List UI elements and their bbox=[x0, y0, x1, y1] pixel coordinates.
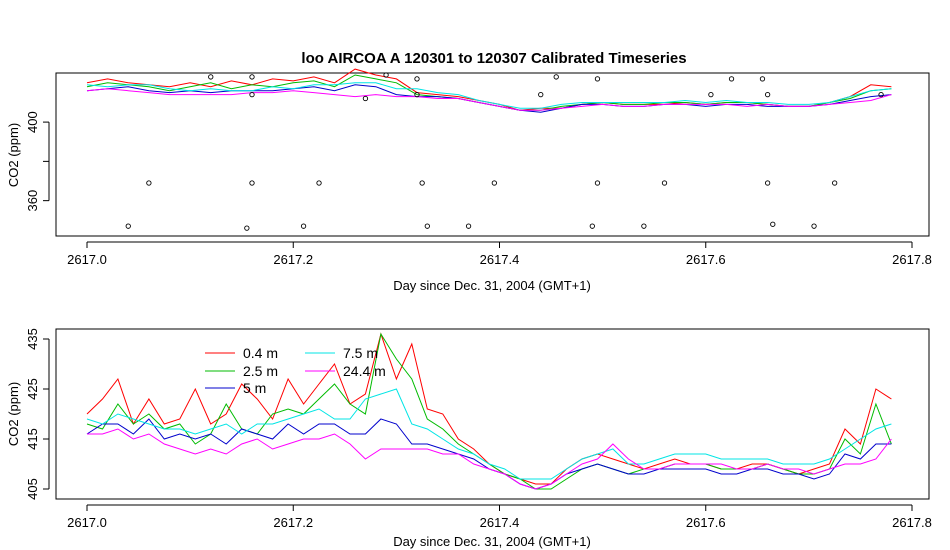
bottom-chart-y-axis: 405 415 425 435 bbox=[25, 328, 50, 500]
bottom-chart-y-tick-label: 425 bbox=[25, 378, 40, 400]
top-chart-point bbox=[249, 74, 255, 80]
top-chart-point bbox=[553, 74, 559, 80]
bottom-chart-legend: 0.4 m 2.5 m5 m 7.5 m 24.4 m bbox=[205, 345, 386, 396]
bottom-chart-x-tick-label: 2617.4 bbox=[480, 515, 520, 530]
top-chart-point bbox=[125, 223, 131, 229]
bottom-chart-plot-frame bbox=[55, 328, 930, 500]
bottom-chart-series-line-1 bbox=[86, 332, 892, 490]
legend-label: 0.4 m bbox=[243, 345, 278, 361]
top-chart-point bbox=[146, 180, 152, 186]
top-chart-y-tick-label: 360 bbox=[25, 190, 40, 212]
bottom-chart-series-line-3 bbox=[86, 388, 892, 480]
bottom-chart: 2617.0 2617.2 2617.4 2617.6 2617.8 405 415 425… bbox=[6, 328, 932, 549]
bottom-chart-y-tick-label: 415 bbox=[25, 428, 40, 450]
bottom-chart-x-tick-label: 2617.8 bbox=[892, 515, 932, 530]
top-chart-y-tick-label: 400 bbox=[25, 111, 40, 133]
top-chart-point bbox=[764, 180, 771, 186]
top-chart-series-line-4 bbox=[86, 88, 892, 111]
top-chart-point bbox=[538, 91, 544, 98]
top-chart: loo AIRCOA A 120301 to 120307 Calibrated… bbox=[6, 50, 932, 293]
legend-label: 2.5 m bbox=[243, 363, 278, 379]
top-chart-point bbox=[362, 95, 369, 102]
bottom-chart-series bbox=[86, 332, 892, 490]
legend-label: 5 m bbox=[243, 380, 266, 396]
top-chart-point bbox=[764, 91, 771, 98]
top-chart-series bbox=[86, 68, 892, 231]
top-chart-series-line-3 bbox=[86, 82, 892, 109]
top-chart-point bbox=[770, 221, 776, 227]
top-chart-x-tick-label: 2617.6 bbox=[686, 252, 726, 267]
top-chart-point bbox=[878, 91, 884, 98]
top-chart-point bbox=[832, 180, 838, 186]
bottom-chart-x-tick-label: 2617.2 bbox=[273, 515, 313, 530]
bottom-chart-series-line-4 bbox=[87, 428, 892, 490]
top-chart-point bbox=[728, 76, 735, 82]
bottom-chart-x-axis-label: Day since Dec. 31, 2004 (GMT+1) bbox=[393, 534, 591, 549]
top-chart-x-tick-label: 2617.0 bbox=[67, 252, 107, 267]
top-chart-point bbox=[708, 91, 714, 98]
top-chart-point bbox=[661, 180, 668, 186]
bottom-chart-x-tick-label: 2617.0 bbox=[67, 515, 107, 530]
top-chart-title: loo AIRCOA A 120301 to 120307 Calibrated… bbox=[301, 50, 686, 67]
top-chart-point bbox=[641, 223, 647, 229]
bottom-chart-x-tick-label: 2617.6 bbox=[686, 515, 726, 530]
bottom-chart-x-axis: 2617.0 2617.2 2617.4 2617.6 2617.8 bbox=[67, 504, 932, 530]
top-chart-x-axis-label: Day since Dec. 31, 2004 (GMT+1) bbox=[393, 278, 591, 293]
bottom-chart-y-axis-label: CO2 (ppm) bbox=[6, 382, 21, 446]
bottom-chart-y-tick-label: 405 bbox=[25, 478, 40, 500]
top-chart-x-tick-label: 2617.4 bbox=[480, 252, 520, 267]
top-chart-point bbox=[594, 76, 601, 82]
legend-label: 7.5 m bbox=[343, 345, 378, 361]
top-chart-point bbox=[249, 91, 255, 98]
top-chart-point bbox=[383, 72, 389, 78]
top-chart-point bbox=[465, 223, 472, 229]
top-chart-x-tick-label: 2617.8 bbox=[892, 252, 932, 267]
top-chart-y-axis: 360 400 bbox=[25, 111, 50, 212]
bottom-chart-series-line-0 bbox=[86, 332, 892, 485]
top-chart-point bbox=[419, 180, 425, 186]
top-chart-point bbox=[811, 223, 817, 229]
top-chart-point bbox=[589, 223, 595, 229]
top-chart-x-axis: 2617.0 2617.2 2617.4 2617.6 2617.8 bbox=[67, 241, 932, 267]
top-chart-plot-frame bbox=[55, 72, 930, 237]
top-chart-point bbox=[759, 76, 766, 82]
top-chart-point bbox=[491, 180, 497, 186]
top-chart-point bbox=[316, 180, 322, 186]
legend-label: 24.4 m bbox=[343, 363, 386, 379]
top-chart-point bbox=[414, 76, 420, 82]
top-chart-point bbox=[424, 223, 430, 229]
top-chart-x-tick-label: 2617.2 bbox=[273, 252, 313, 267]
top-chart-point bbox=[249, 180, 255, 186]
top-chart-point bbox=[208, 74, 214, 80]
top-chart-point bbox=[244, 225, 250, 231]
top-chart-y-axis-label: CO2 (ppm) bbox=[6, 123, 21, 187]
top-chart-point bbox=[300, 223, 307, 229]
top-chart-point bbox=[594, 180, 601, 186]
top-chart-point bbox=[414, 91, 420, 98]
bottom-chart-y-tick-label: 435 bbox=[25, 328, 40, 350]
